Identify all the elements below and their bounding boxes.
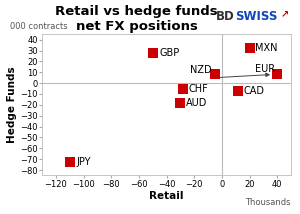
Point <box>212 73 217 76</box>
Text: AUD: AUD <box>186 98 207 108</box>
Point <box>236 89 241 92</box>
Point <box>67 161 72 164</box>
Text: SWISS: SWISS <box>236 10 278 23</box>
Text: EUR: EUR <box>255 64 275 74</box>
Point <box>181 87 185 90</box>
Text: Thousands: Thousands <box>245 198 291 207</box>
Y-axis label: Hedge Funds: Hedge Funds <box>8 67 17 143</box>
Text: 000 contracts: 000 contracts <box>10 22 67 31</box>
Title: Retail vs hedge funds
net FX positions: Retail vs hedge funds net FX positions <box>55 5 218 33</box>
Point <box>150 51 155 54</box>
Text: CHF: CHF <box>189 83 208 94</box>
Text: JPY: JPY <box>76 158 91 167</box>
Text: CAD: CAD <box>244 86 265 96</box>
Text: BD: BD <box>216 10 235 23</box>
Text: NZD: NZD <box>190 65 212 75</box>
Point <box>247 47 252 50</box>
Point <box>178 101 183 104</box>
Point <box>275 73 280 76</box>
X-axis label: Retail: Retail <box>149 192 184 201</box>
Text: MXN: MXN <box>255 43 278 53</box>
Text: ↗: ↗ <box>280 10 289 20</box>
Text: GBP: GBP <box>160 48 180 58</box>
